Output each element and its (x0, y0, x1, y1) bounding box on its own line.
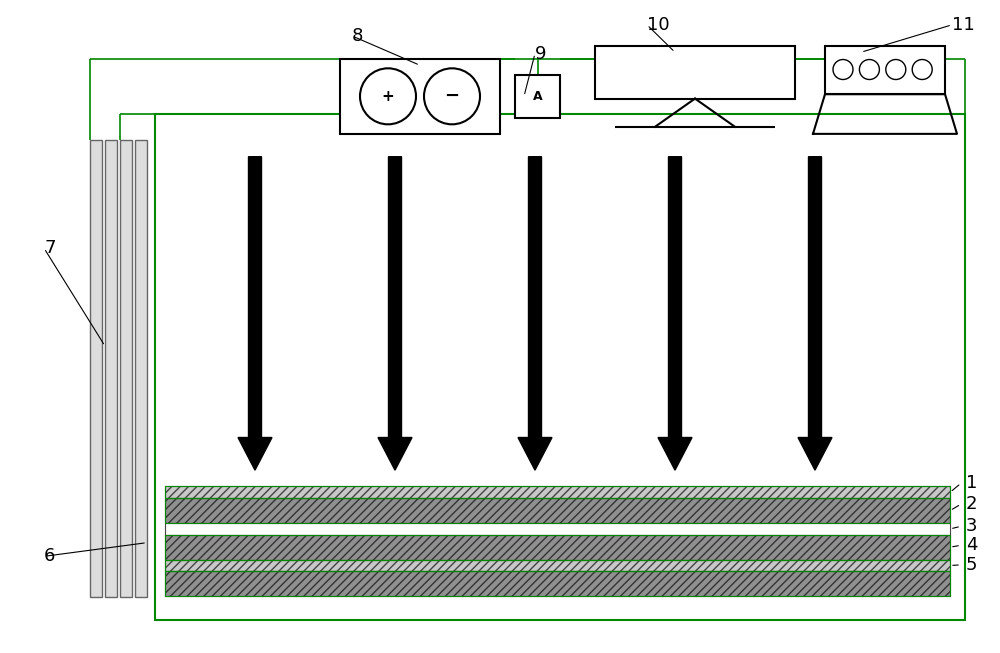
Bar (165, 523, 950, 535)
Bar (340, 59, 500, 134)
Bar (105, 140, 117, 597)
Bar (165, 498, 950, 523)
Bar (120, 140, 132, 597)
Ellipse shape (833, 59, 853, 80)
Bar (165, 571, 950, 596)
Text: 8: 8 (352, 27, 363, 45)
Text: 2: 2 (966, 495, 978, 513)
Ellipse shape (912, 59, 932, 80)
Bar (595, 46, 795, 99)
Text: A: A (533, 90, 542, 103)
Text: 1: 1 (966, 474, 977, 492)
Ellipse shape (859, 59, 879, 80)
Bar (165, 560, 950, 571)
Bar (165, 535, 950, 560)
Text: 5: 5 (966, 556, 978, 574)
Bar (155, 114, 965, 620)
FancyArrow shape (658, 157, 692, 470)
Text: −: − (444, 88, 460, 105)
Bar (515, 75, 560, 118)
Text: 4: 4 (966, 536, 978, 554)
Text: 11: 11 (952, 16, 975, 34)
Text: 10: 10 (647, 16, 670, 34)
FancyArrow shape (798, 157, 832, 470)
Bar (165, 486, 950, 498)
Bar (135, 140, 147, 597)
Text: 9: 9 (535, 44, 546, 63)
Text: 6: 6 (44, 547, 55, 565)
Bar (165, 535, 950, 560)
Text: 7: 7 (44, 239, 56, 257)
Bar (165, 560, 950, 571)
FancyArrow shape (518, 157, 552, 470)
Text: 3: 3 (966, 517, 978, 535)
FancyArrow shape (238, 157, 272, 470)
Ellipse shape (424, 69, 480, 124)
Ellipse shape (886, 59, 906, 80)
Bar (165, 571, 950, 596)
Bar (165, 486, 950, 498)
Bar (165, 498, 950, 523)
Ellipse shape (360, 69, 416, 124)
FancyArrow shape (378, 157, 412, 470)
Bar (90, 140, 102, 597)
Text: +: + (382, 89, 394, 104)
Bar (825, 46, 945, 94)
